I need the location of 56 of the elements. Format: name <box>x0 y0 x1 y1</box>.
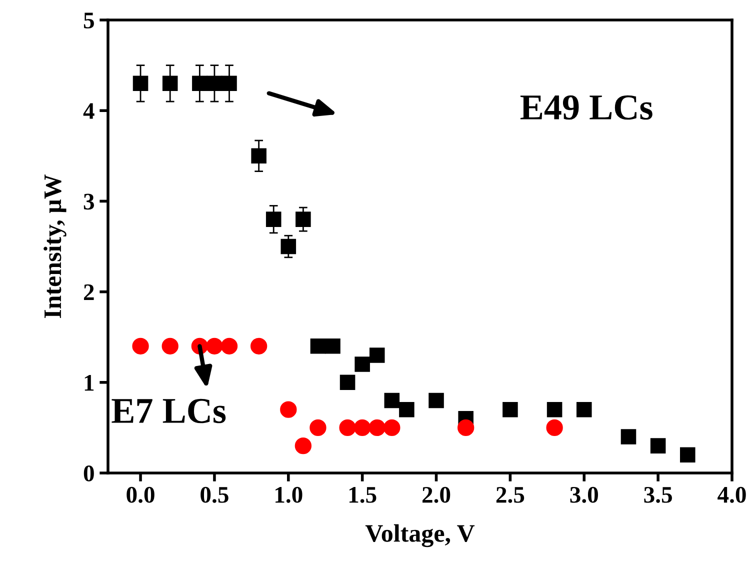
y-tick-label: 5 <box>84 12 94 28</box>
point <box>354 356 370 372</box>
point <box>220 338 238 354</box>
y-axis-title: Intensity, μW <box>44 174 66 318</box>
y-tick-label: 1 <box>84 375 94 391</box>
point <box>502 402 518 418</box>
point <box>266 212 282 227</box>
x-axis-title: Voltage, V <box>365 524 475 548</box>
point <box>162 76 178 92</box>
x-tick-label: 3.0 <box>570 486 598 503</box>
point <box>368 419 386 436</box>
point <box>428 392 444 408</box>
point <box>340 374 356 390</box>
point <box>132 76 148 92</box>
annotation: E49 LCs <box>520 95 652 120</box>
point <box>576 402 592 418</box>
point <box>294 437 312 454</box>
point <box>192 76 208 92</box>
point <box>250 338 268 354</box>
point <box>132 338 149 354</box>
point <box>546 402 562 418</box>
point <box>251 148 266 164</box>
point <box>296 212 311 227</box>
point <box>280 401 297 418</box>
point <box>280 238 296 254</box>
point <box>339 419 356 436</box>
point <box>310 338 326 354</box>
y-tick-label: 4 <box>83 103 94 119</box>
x-tick-label: 4.0 <box>718 486 746 503</box>
y-tick-label: 0 <box>84 465 94 482</box>
x-tick-label: 2.0 <box>422 486 450 503</box>
x-tick-label: 1.5 <box>349 486 376 503</box>
point <box>650 438 666 454</box>
point <box>546 419 563 436</box>
x-tick-label: 0.5 <box>200 486 228 503</box>
point <box>310 419 326 436</box>
y-tick-label: 2 <box>84 284 94 300</box>
point <box>369 348 385 363</box>
point <box>206 76 222 92</box>
point <box>384 392 400 408</box>
point <box>206 338 223 354</box>
point <box>222 76 237 92</box>
point <box>325 338 340 354</box>
point <box>384 419 400 436</box>
point <box>458 419 474 436</box>
point <box>162 338 178 354</box>
point <box>354 419 371 436</box>
x-tick-label: 1.0 <box>276 486 302 503</box>
point <box>620 429 636 444</box>
x-tick-label: 3.5 <box>644 486 672 503</box>
x-tick-label: 2.5 <box>496 486 524 503</box>
x-tick-label: 0.0 <box>126 486 154 503</box>
point <box>680 447 696 463</box>
point <box>399 402 414 418</box>
annotation: E7 LCs <box>112 398 226 424</box>
y-tick-label: 3 <box>84 194 94 210</box>
